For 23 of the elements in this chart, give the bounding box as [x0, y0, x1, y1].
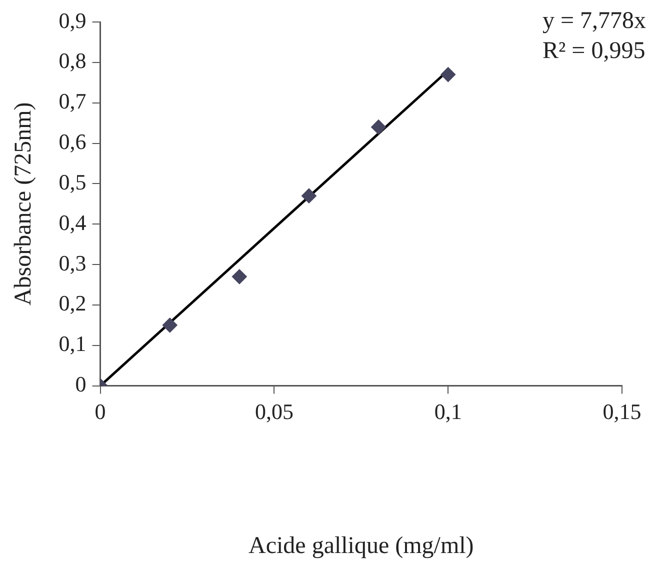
point	[232, 269, 247, 284]
point	[440, 67, 456, 82]
point	[371, 120, 386, 135]
x-tick-label: 0	[94, 398, 106, 424]
y-tick-label: 0,7	[58, 88, 86, 114]
y-tick-label: 0,4	[58, 210, 86, 235]
annotation: R² = 0,995	[542, 37, 646, 66]
x-tick-label: 0,1	[434, 398, 462, 424]
point	[301, 188, 316, 204]
y-tick-label: 0,5	[58, 169, 86, 194]
x-tick-label: 0,05	[254, 398, 294, 424]
y-axis-title: Absorbance (725nm)	[10, 102, 37, 306]
y-tick-label: 0,8	[58, 48, 86, 74]
y-tick-label: 0,1	[58, 331, 86, 356]
x-axis-title: Acide gallique (mg/ml)	[248, 532, 474, 559]
y-tick-label: 0,2	[58, 290, 86, 316]
y-tick-label: 0,3	[58, 250, 86, 276]
x-tick-label: 0,15	[602, 398, 642, 424]
y-tick-label: 0,6	[58, 129, 86, 154]
annotation: y = 7,778x	[542, 7, 646, 36]
y-tick-label: 0	[75, 372, 86, 397]
y-tick-label: 0,9	[58, 8, 86, 33]
point	[162, 318, 178, 333]
